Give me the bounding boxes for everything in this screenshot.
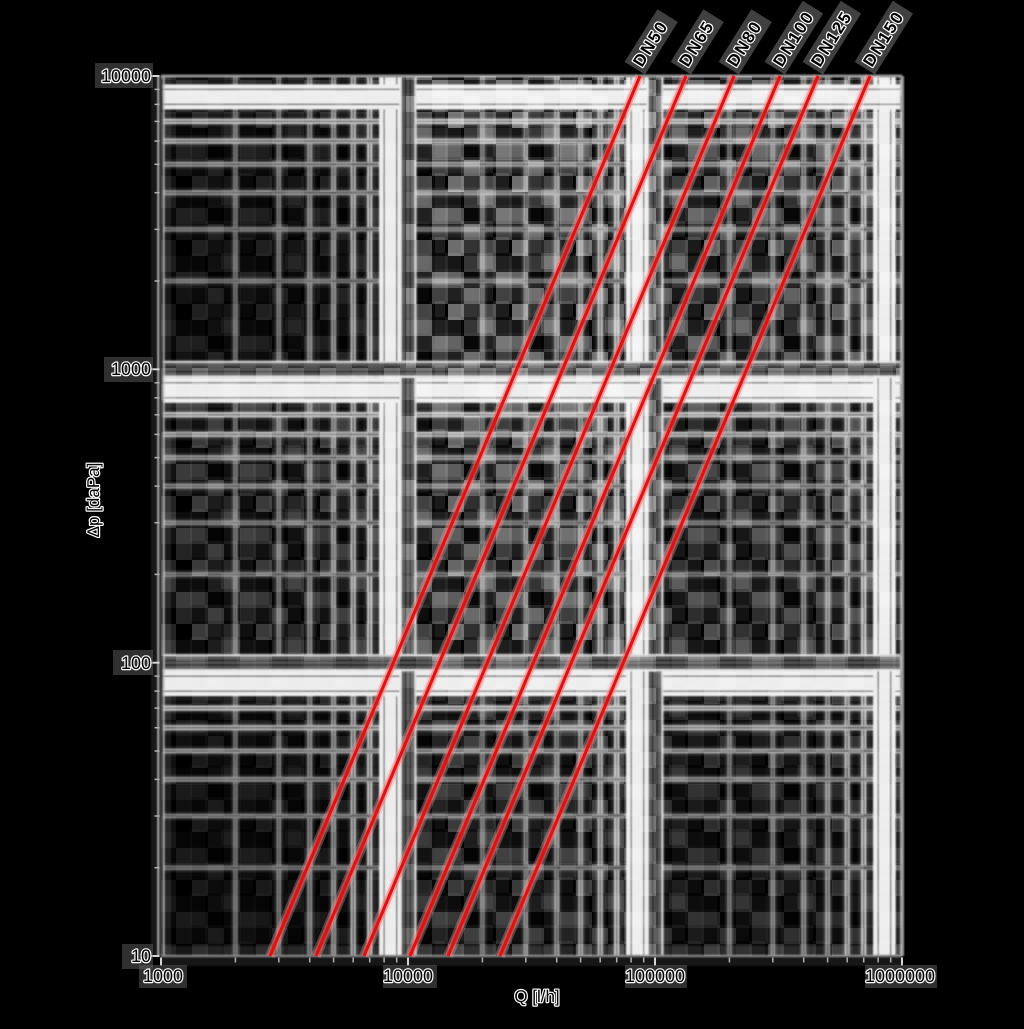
svg-text:100: 100 <box>121 653 151 673</box>
svg-text:10000: 10000 <box>383 966 433 986</box>
svg-text:1000: 1000 <box>111 359 151 379</box>
svg-text:1000: 1000 <box>143 966 183 986</box>
svg-text:Δp [daPa]: Δp [daPa] <box>84 463 103 538</box>
svg-text:10: 10 <box>131 946 151 966</box>
svg-text:1000000: 1000000 <box>865 966 935 986</box>
svg-text:Q [l/h]: Q [l/h] <box>514 987 559 1006</box>
svg-text:100000: 100000 <box>625 966 685 986</box>
svg-text:10000: 10000 <box>101 66 151 86</box>
